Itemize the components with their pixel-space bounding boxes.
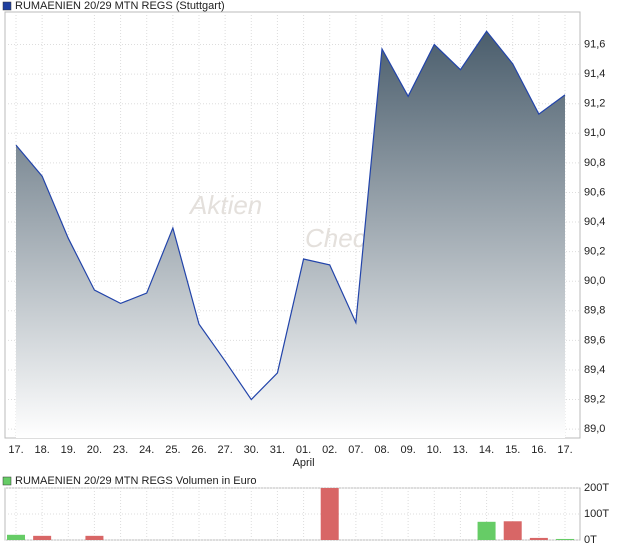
- y-tick-label: 91,2: [584, 98, 605, 110]
- x-tick-label: 23.: [113, 444, 128, 456]
- x-month-label: April: [293, 457, 315, 469]
- x-tick-label: 14.: [479, 444, 494, 456]
- x-tick-label: 09.: [400, 444, 415, 456]
- y-tick-label: 0T: [584, 534, 597, 546]
- x-tick-label: 24.: [139, 444, 154, 456]
- x-tick-label: 10.: [427, 444, 442, 456]
- x-tick-label: 16.: [531, 444, 546, 456]
- y-tick-label: 89,4: [584, 364, 605, 376]
- chart-title: RUMAENIEN 20/29 MTN REGS Volumen in Euro: [15, 475, 256, 487]
- x-tick-label: 01.: [296, 444, 311, 456]
- x-tick-label: 13.: [453, 444, 468, 456]
- y-tick-label: 90,4: [584, 216, 605, 228]
- legend-swatch: [2, 476, 12, 486]
- y-tick-label: 90,2: [584, 246, 605, 258]
- y-tick-label: 90,8: [584, 157, 605, 169]
- y-tick-label: 89,8: [584, 305, 605, 317]
- x-tick-label: 17.: [557, 444, 572, 456]
- x-tick-label: 20.: [87, 444, 102, 456]
- bar: [7, 534, 25, 540]
- y-tick-label: 91,0: [584, 127, 605, 139]
- y-tick-label: 89,0: [584, 423, 605, 435]
- x-tick-label: 30.: [244, 444, 259, 456]
- x-tick-label: 08.: [374, 444, 389, 456]
- bar: [503, 521, 522, 540]
- bar: [556, 538, 574, 540]
- x-tick-label: 25.: [165, 444, 180, 456]
- y-tick-label: 91,6: [584, 38, 605, 50]
- bar: [33, 535, 52, 540]
- x-tick-label: 02.: [322, 444, 337, 456]
- y-tick-label: 90,6: [584, 186, 605, 198]
- bar: [529, 537, 548, 540]
- line: [15, 30, 566, 401]
- area: [16, 31, 565, 439]
- chart-title: RUMAENIEN 20/29 MTN REGS (Stuttgart): [15, 0, 225, 12]
- x-tick-label: 15.: [505, 444, 520, 456]
- x-tick-label: 19.: [61, 444, 76, 456]
- y-tick-label: 100T: [584, 508, 609, 520]
- watermark: Aktien: [188, 190, 262, 220]
- x-tick-label: 27.: [217, 444, 232, 456]
- y-tick-label: 91,4: [584, 68, 605, 80]
- x-tick-label: 18.: [34, 444, 49, 456]
- y-tick-label: 89,6: [584, 334, 605, 346]
- x-tick-label: 07.: [348, 444, 363, 456]
- bar: [85, 535, 104, 540]
- bar: [477, 521, 496, 540]
- y-tick-label: 89,2: [584, 393, 605, 405]
- y-tick-label: 90,0: [584, 275, 605, 287]
- bar: [320, 488, 339, 540]
- x-tick-label: 26.: [191, 444, 206, 456]
- legend-swatch: [2, 1, 12, 11]
- x-tick-label: 17.: [8, 444, 23, 456]
- x-tick-label: 31.: [270, 444, 285, 456]
- y-tick-label: 200T: [584, 482, 609, 494]
